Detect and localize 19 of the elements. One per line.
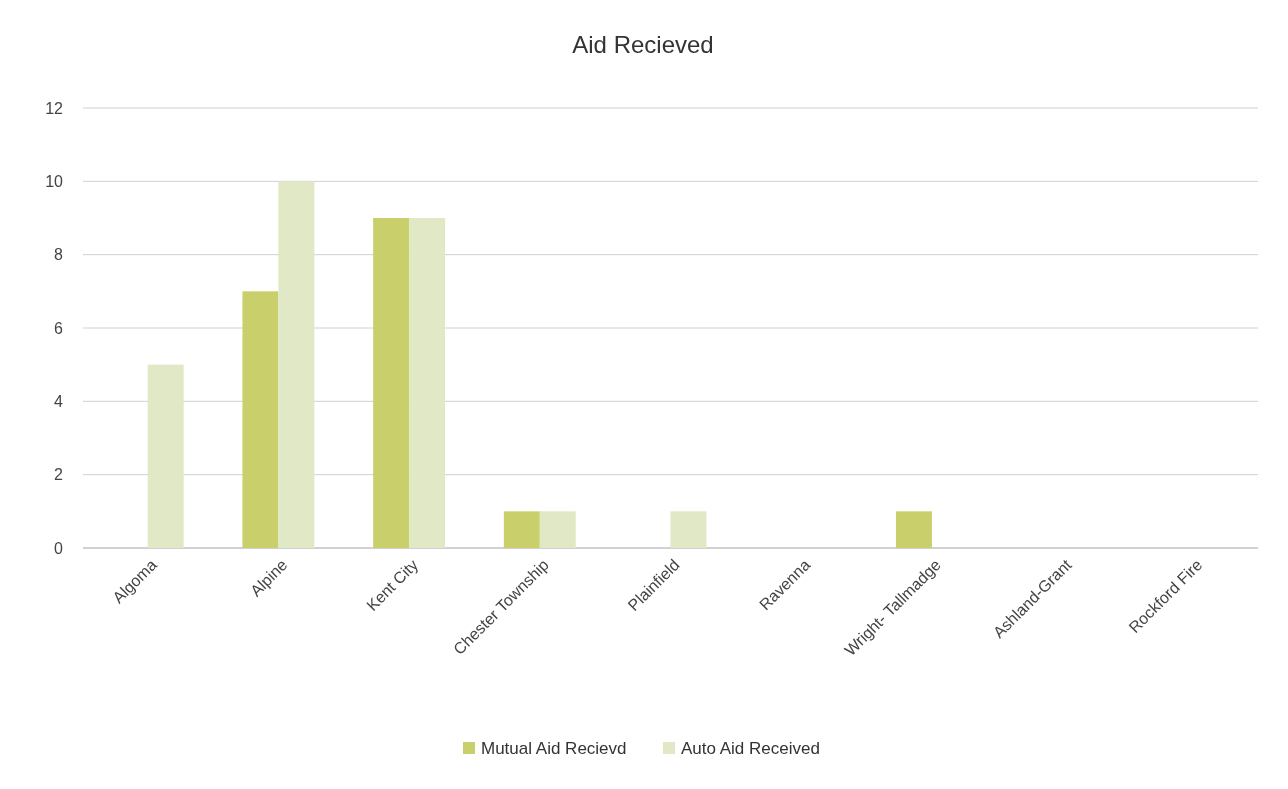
y-tick-label: 6 — [54, 319, 64, 337]
bar — [539, 511, 576, 548]
y-tick-label: 0 — [54, 539, 64, 557]
y-tick-label: 12 — [45, 99, 64, 117]
bar — [278, 181, 315, 548]
bar — [242, 291, 279, 548]
y-tick-label: 8 — [54, 246, 64, 264]
legend-label: Auto Aid Received — [681, 738, 820, 758]
bar — [670, 511, 707, 548]
legend-label: Mutual Aid Recievd — [481, 738, 627, 758]
bar — [147, 364, 184, 548]
chart-title: Aid Recieved — [572, 31, 714, 58]
bar — [895, 511, 932, 548]
bar — [503, 511, 540, 548]
y-tick-label: 2 — [54, 466, 64, 484]
y-tick-label: 10 — [45, 172, 64, 190]
y-tick-label: 4 — [54, 392, 64, 410]
bar — [409, 218, 446, 548]
bar — [373, 218, 410, 548]
